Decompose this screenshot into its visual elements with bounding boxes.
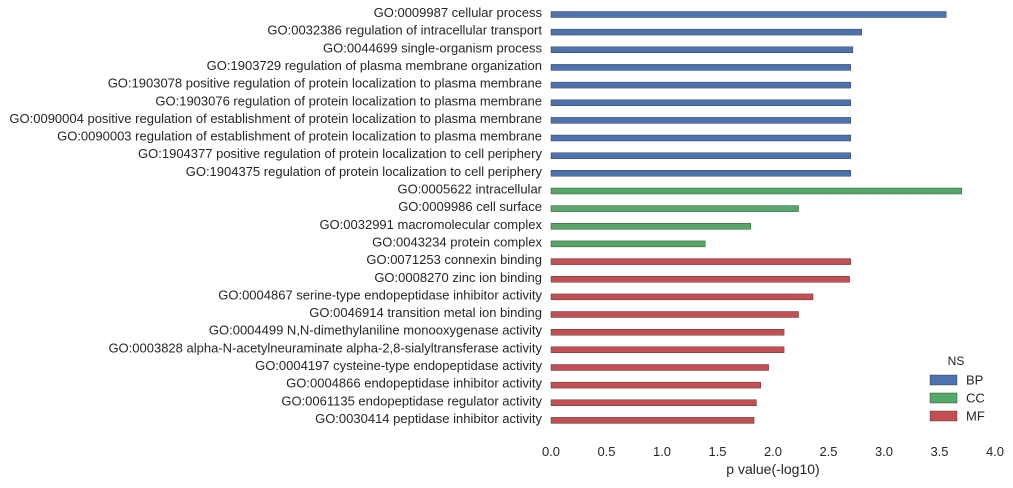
category-label: GO:0046914 transition metal ion binding — [309, 305, 542, 320]
x-tick-label: 1.0 — [653, 444, 671, 459]
bar-mf — [550, 329, 785, 336]
x-tick-label: 1.5 — [708, 444, 726, 459]
category-label: GO:0003828 alpha-N-acetylneuraminate alp… — [108, 340, 542, 355]
category-label: GO:0090003 regulation of establishment o… — [57, 129, 542, 144]
bar-mf — [550, 417, 755, 424]
bar-cc — [550, 223, 752, 230]
bar-mf — [550, 381, 762, 389]
category-label: GO:1903729 regulation of plasma membrane… — [207, 58, 542, 73]
legend: NS BP CC MF — [929, 354, 985, 424]
bar-bp — [550, 46, 854, 53]
bars-group — [550, 11, 962, 424]
x-axis-label: p value(-log10) — [726, 461, 819, 477]
category-label: GO:0004197 cysteine-type endopeptidase a… — [255, 358, 542, 373]
legend-entries-group: BP CC MF — [929, 373, 985, 424]
bar-bp — [550, 117, 851, 124]
x-tick-label: 3.5 — [930, 444, 948, 459]
legend-label-cc: CC — [966, 391, 985, 406]
bar-cc — [550, 240, 706, 248]
category-labels-group: GO:0009987 cellular process GO:0032386 re… — [9, 5, 542, 426]
x-tick-label: 4.0 — [986, 444, 1004, 459]
bar-mf — [550, 311, 799, 318]
x-tick-label: 2.5 — [819, 444, 837, 459]
bar-mf — [550, 399, 757, 406]
category-label: GO:0071253 connexin binding — [366, 252, 542, 267]
x-tick-label: 0.5 — [597, 444, 615, 459]
x-tick-label: 0.0 — [542, 444, 560, 459]
bar-cc — [550, 205, 799, 212]
category-label: GO:0061135 endopeptidase regulator activ… — [281, 393, 542, 408]
category-label: GO:0030414 peptidase inhibitor activity — [315, 411, 542, 426]
x-tick-label: 2.0 — [764, 444, 782, 459]
legend-title: NS — [948, 354, 965, 368]
legend-swatch-bp — [929, 374, 958, 386]
category-label: GO:0009987 cellular process — [374, 5, 543, 20]
x-tick-label: 3.0 — [875, 444, 893, 459]
legend-swatch-cc — [929, 392, 958, 404]
category-label: GO:0008270 zinc ion binding — [374, 270, 542, 285]
legend-label-mf: MF — [966, 409, 985, 424]
bar-mf — [550, 346, 785, 353]
category-label: GO:1904375 regulation of protein localiz… — [186, 164, 543, 179]
bar-bp — [550, 28, 862, 36]
category-label: GO:0032386 regulation of intracellular t… — [267, 23, 542, 38]
category-label: GO:1903076 regulation of protein localiz… — [155, 93, 542, 108]
category-label: GO:0009986 cell surface — [398, 199, 542, 214]
bar-bp — [550, 64, 851, 71]
bar-bp — [550, 11, 947, 18]
bar-bp — [550, 170, 851, 177]
category-label: GO:0044699 single-organism process — [323, 40, 542, 55]
legend-label-bp: BP — [966, 373, 983, 388]
category-label: GO:0032991 macromolecular complex — [319, 217, 542, 232]
category-label: GO:0005622 intracellular — [397, 182, 542, 197]
category-label: GO:0004867 serine-type endopeptidase inh… — [218, 287, 542, 302]
bar-mf — [550, 293, 814, 301]
bar-cc — [550, 187, 962, 195]
bar-bp — [550, 99, 851, 107]
bar-bp — [550, 81, 851, 89]
category-label: GO:0004866 endopeptidase inhibitor activ… — [286, 376, 542, 391]
category-label: GO:0043234 protein complex — [372, 234, 542, 249]
bar-bp — [550, 134, 851, 142]
x-tick-labels-group: 0.0 0.5 1.0 1.5 2.0 2.5 3.0 3.5 4.0 — [542, 444, 1004, 459]
category-label: GO:1904377 positive regulation of protei… — [138, 146, 542, 161]
bar-mf — [550, 258, 851, 265]
category-label: GO:0004499 N,N-dimethylaniline monooxyge… — [209, 323, 543, 338]
category-label: GO:0090004 positive regulation of establ… — [9, 111, 542, 126]
bar-mf — [550, 276, 850, 283]
bar-mf — [550, 364, 769, 371]
bar-bp — [550, 152, 851, 159]
legend-swatch-mf — [929, 410, 958, 422]
category-label: GO:1903078 positive regulation of protei… — [108, 76, 542, 91]
